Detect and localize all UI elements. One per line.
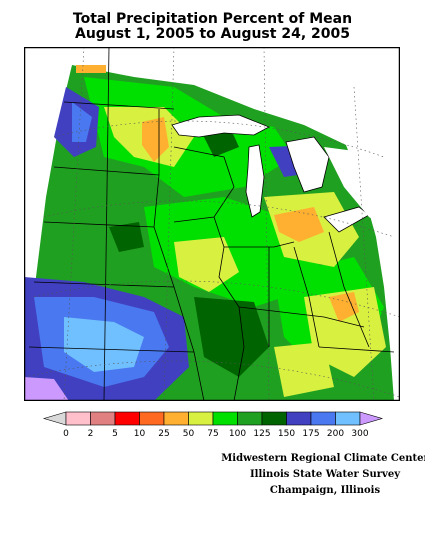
- legend-label: 200: [327, 429, 344, 439]
- legend-arrow-right: [359, 411, 384, 426]
- legend-label: 50: [183, 429, 195, 439]
- legend-box: [163, 411, 189, 426]
- legend-box: [114, 411, 140, 426]
- legend-box: [237, 411, 263, 426]
- legend-label: 75: [207, 429, 218, 439]
- zone-25-50-ohio: [329, 292, 359, 322]
- credit-line-1: Midwestern Regional Climate Center: [221, 453, 425, 464]
- zone-300-plus-southwest: [24, 377, 69, 401]
- legend-label: 100: [229, 429, 246, 439]
- legend-label: 300: [351, 429, 368, 439]
- graticule: [24, 47, 400, 401]
- legend-labels: 0 2 5 10 25 50 75 100 125 150 175 200 300: [63, 429, 369, 439]
- legend-box: [212, 411, 238, 426]
- legend-arrow-left: [42, 411, 67, 426]
- credit-line-2: Illinois State Water Survey: [249, 469, 401, 480]
- map-title-line-2: August 1, 2005 to August 24, 2005: [75, 26, 350, 42]
- legend-box: [286, 411, 312, 426]
- lake-huron: [285, 136, 330, 193]
- legend-box: [261, 411, 287, 426]
- legend-label: 125: [253, 429, 270, 439]
- legend-label: 150: [278, 429, 295, 439]
- legend-label: 0: [63, 429, 69, 439]
- ontario-white: [324, 147, 400, 237]
- legend-box: [335, 411, 361, 426]
- zone-200-300-kansas: [64, 317, 144, 372]
- legend-boxes: [42, 411, 384, 426]
- legend-box: [90, 411, 116, 426]
- credit-line-3: Champaign, Illinois: [269, 485, 381, 496]
- legend-box: [65, 411, 91, 426]
- legend-label: 25: [158, 429, 169, 439]
- precipitation-map: [24, 47, 400, 401]
- zone-25-50-minnesota: [142, 117, 169, 162]
- legend-box: [139, 411, 165, 426]
- zone-125-150-plains: [109, 222, 144, 252]
- zone-25-50-top: [76, 65, 106, 73]
- zone-50-75-central: [174, 237, 239, 292]
- legend-label: 10: [134, 429, 146, 439]
- state-borders: [28, 47, 395, 401]
- lake-michigan: [245, 144, 265, 218]
- legend-label: 5: [112, 429, 118, 439]
- zone-50-75-south: [274, 342, 334, 397]
- zone-25-50-michigan: [274, 207, 324, 242]
- legend-colorbar: 0 2 5 10 25 50 75 100 125 150 175 200 300: [42, 411, 384, 439]
- canada-white: [114, 47, 400, 197]
- legend-label: 175: [302, 429, 319, 439]
- map-title-line-1: Total Precipitation Percent of Mean: [72, 11, 353, 27]
- legend-box: [310, 411, 336, 426]
- map-frame: [24, 47, 400, 401]
- legend-box: [188, 411, 214, 426]
- legend-label: 2: [88, 429, 94, 439]
- zone-125-150-mississippi: [194, 297, 269, 377]
- lake-superior: [171, 114, 270, 138]
